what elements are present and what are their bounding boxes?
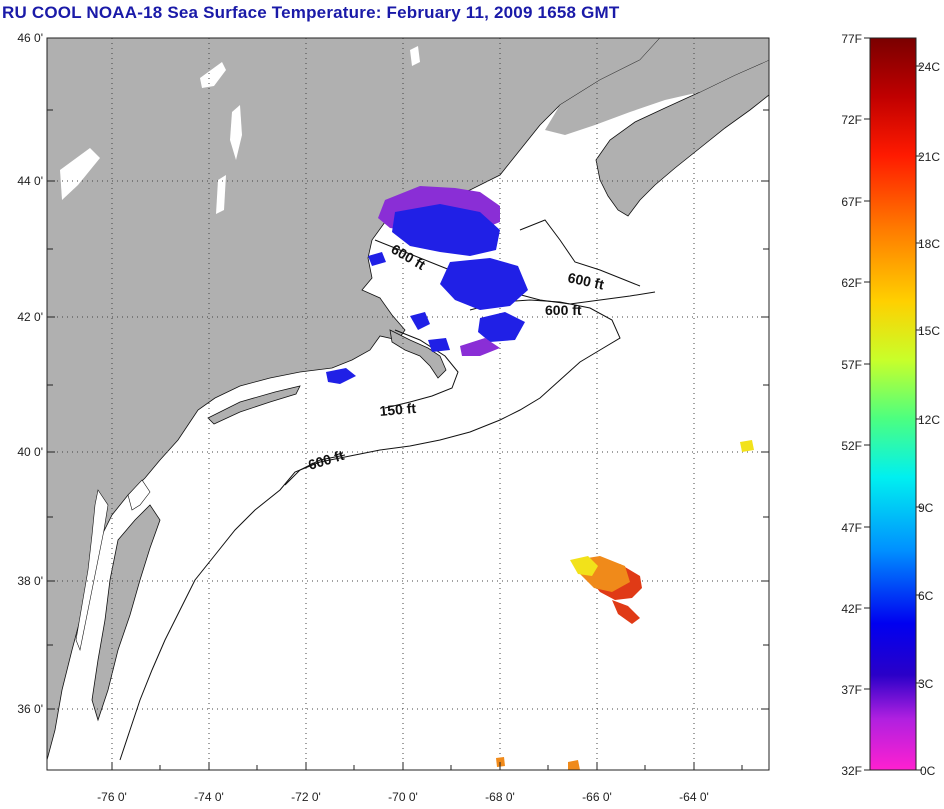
lon-label-64: -64 0' bbox=[679, 790, 709, 804]
lat-label-36: 36 0' bbox=[17, 702, 43, 716]
water-delaware-bay bbox=[127, 479, 151, 511]
map-frame bbox=[46, 37, 770, 771]
sst-patch-purple-2 bbox=[460, 338, 500, 356]
sst-cold bbox=[326, 186, 528, 384]
lon-label-70: -70 0' bbox=[388, 790, 418, 804]
lon-labels: -76 0' -74 0' -72 0' -70 0' -68 0' -66 0… bbox=[97, 790, 709, 804]
sst-warm-yellow-edge bbox=[740, 440, 754, 452]
sst-warm bbox=[496, 440, 754, 770]
lake-4 bbox=[60, 148, 100, 200]
lake-3 bbox=[216, 175, 226, 214]
sst-warm-red-tail bbox=[612, 600, 640, 624]
sst-patch-blue-5 bbox=[428, 338, 450, 352]
contour-label-3: 600 ft bbox=[545, 302, 582, 318]
tick-marks bbox=[47, 37, 769, 770]
lon-label-74: -74 0' bbox=[194, 790, 224, 804]
lat-label-46: 46 0' bbox=[17, 31, 43, 45]
lat-label-40: 40 0' bbox=[17, 445, 43, 459]
lake-1 bbox=[200, 62, 226, 88]
land-delmarva bbox=[91, 504, 161, 722]
lon-label-66: -66 0' bbox=[582, 790, 612, 804]
land-cape-cod bbox=[389, 329, 447, 379]
land-new-brunswick bbox=[545, 38, 769, 135]
lon-label-68: -68 0' bbox=[485, 790, 515, 804]
lake-2 bbox=[230, 105, 242, 160]
sst-patch-blue-3 bbox=[478, 312, 525, 342]
map-title: RU COOL NOAA-18 Sea Surface Temperature:… bbox=[2, 3, 620, 22]
sst-patch-blue-2 bbox=[440, 258, 528, 310]
contour-label-2: 600 ft bbox=[566, 269, 605, 292]
contour-150ft bbox=[384, 329, 459, 409]
land-long-island bbox=[207, 385, 301, 425]
grid bbox=[47, 38, 769, 770]
lon-label-76: -76 0' bbox=[97, 790, 127, 804]
sst-patch-blue-4 bbox=[410, 312, 430, 330]
sst-patch-blue-1 bbox=[392, 204, 500, 256]
lon-label-72: -72 0' bbox=[291, 790, 321, 804]
lat-label-44: 44 0' bbox=[17, 174, 43, 188]
sst-warm-orange-bottom bbox=[568, 760, 580, 770]
water-chesapeake bbox=[75, 489, 109, 652]
lat-label-42: 42 0' bbox=[17, 310, 43, 324]
contour-600ft-georges bbox=[119, 299, 621, 761]
contour-600ft-south bbox=[284, 454, 346, 486]
lake-5 bbox=[410, 46, 420, 66]
lat-label-38: 38 0' bbox=[17, 574, 43, 588]
sst-patch-blue-7 bbox=[368, 252, 386, 266]
sst-warm-yellow bbox=[570, 556, 598, 576]
sst-patch-blue-6 bbox=[326, 368, 356, 384]
contour-600ft-gulf-inner bbox=[519, 219, 641, 287]
lat-labels: 46 0' 44 0' 42 0' 40 0' 38 0' 36 0' bbox=[17, 31, 43, 716]
map-clip bbox=[47, 38, 769, 761]
contour-label-4: 150 ft bbox=[379, 400, 417, 419]
